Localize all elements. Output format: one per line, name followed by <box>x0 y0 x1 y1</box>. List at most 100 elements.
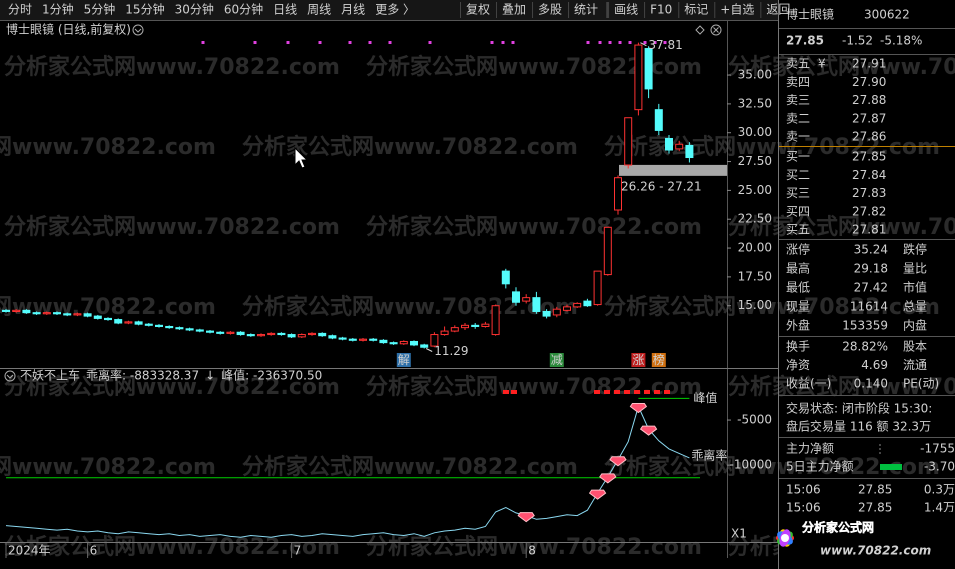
bid-label: 买四 <box>786 204 810 218</box>
toolbar-button[interactable]: 画线 <box>614 3 638 17</box>
signal-dot <box>253 41 257 44</box>
stat-label: 最高 <box>786 261 810 276</box>
candle-body <box>185 328 194 331</box>
stat-label: 总量 <box>903 300 927 314</box>
signal-dot <box>663 41 667 44</box>
close-icon[interactable] <box>710 24 722 36</box>
stat-label: 外盘 <box>786 318 810 333</box>
stat-label: 最低 <box>786 281 810 295</box>
chart-title: 博士眼镜 (日线,前复权) <box>6 22 131 37</box>
candle-body <box>134 321 143 325</box>
period-tab[interactable]: 日线 <box>273 3 297 17</box>
period-tab[interactable]: 15分钟 <box>125 2 164 17</box>
stat-label: 净资 <box>786 358 810 372</box>
signal-gem <box>609 456 627 467</box>
annotation-pointer <box>425 348 433 352</box>
bid-label: 买二 <box>786 168 810 182</box>
toolbar-button[interactable]: 叠加 <box>502 3 526 17</box>
signal-dash <box>624 390 630 394</box>
signal-dash <box>511 390 517 394</box>
signal-dot <box>348 41 352 44</box>
toolbar-button[interactable]: F10 <box>650 3 672 17</box>
watermark-text: 分析家公式网www.70822.com <box>366 374 702 400</box>
stat-value: 4.69 <box>861 358 888 372</box>
y-tick-label: 25.00 <box>738 183 772 197</box>
period-tab[interactable]: 周线 <box>307 3 331 17</box>
period-tab[interactable]: 更多 〉 <box>375 3 415 17</box>
toolbar-button[interactable]: 标记 <box>684 3 708 17</box>
flow-label: 5日主力净额 <box>786 460 854 474</box>
bid-price: 27.83 <box>852 186 886 200</box>
toolbar-button[interactable]: +自选 <box>720 3 754 17</box>
candle-body <box>155 324 163 327</box>
signal-gem <box>588 489 607 500</box>
signal-dot <box>201 41 205 44</box>
stat-label: 流通 <box>903 358 927 372</box>
bid-label: 买一 <box>786 150 810 164</box>
candle-body <box>42 312 51 315</box>
event-badge <box>651 353 666 367</box>
indicator-menu-icon[interactable] <box>4 370 16 382</box>
tick-volume: 0.3万 <box>924 483 955 497</box>
signal-dot <box>511 41 515 44</box>
ask-label: 卖四 <box>786 75 810 89</box>
candle-body <box>338 337 347 340</box>
stock-code: 300622 <box>864 8 910 22</box>
period-tab[interactable]: 5分钟 <box>84 2 116 17</box>
toolbar-button[interactable]: 多股 <box>538 3 562 17</box>
signal-dot <box>318 41 322 44</box>
candle-body <box>573 302 582 308</box>
candle-body <box>246 334 255 337</box>
event-label: 榜 <box>653 352 665 367</box>
candle-body <box>206 330 214 333</box>
stat-value: 28.82% <box>842 340 888 354</box>
period-tab[interactable]: 30分钟 <box>175 2 214 17</box>
toolbar-button[interactable]: 返回 <box>766 3 790 17</box>
candle-body <box>522 297 531 302</box>
candle-body <box>481 323 490 327</box>
title-menu-arrow <box>134 28 142 33</box>
candle-body <box>216 331 225 334</box>
period-tab[interactable]: 月线 <box>341 3 365 17</box>
ask-label: 卖五 <box>786 57 810 71</box>
signal-gem <box>517 512 535 523</box>
signal-dot <box>490 41 494 44</box>
logo-center <box>781 534 789 542</box>
title-menu-icon[interactable] <box>132 24 144 36</box>
period-tab[interactable]: 1分钟 <box>42 2 74 17</box>
draw-icon[interactable] <box>695 25 705 35</box>
candle-body <box>348 338 357 341</box>
period-tab[interactable]: 60分钟 <box>224 2 263 17</box>
price-change-pct: -5.18% <box>880 34 922 48</box>
candle-body <box>501 270 510 285</box>
candle-body <box>379 339 388 344</box>
last-price: 27.85 <box>786 34 824 48</box>
candle-body <box>124 321 133 324</box>
candle-body <box>175 327 184 330</box>
ask-price: 27.91 <box>852 57 886 71</box>
ask-icon: ¥ <box>818 57 826 71</box>
candle-body <box>195 329 204 332</box>
toolbar-button[interactable]: 统计 <box>574 3 598 17</box>
candle-body <box>104 317 112 321</box>
candle-body <box>461 324 469 329</box>
toolbar-button[interactable]: 复权 <box>466 3 490 17</box>
watermark-text: 分析家公式网www.70822.com <box>728 214 955 240</box>
candle-body <box>328 335 337 339</box>
peak-label: 峰值 <box>693 390 717 405</box>
period-tab[interactable]: 分时 <box>8 3 32 17</box>
candle-body <box>665 137 673 151</box>
y-tick-label: 17.50 <box>738 269 772 283</box>
signal-gem <box>639 425 658 436</box>
candle-body <box>236 331 245 336</box>
candle-body <box>491 305 500 336</box>
candle-body <box>420 344 429 348</box>
signal-dot <box>618 41 622 44</box>
price-band <box>619 164 727 176</box>
stat-label: 涨停 <box>786 242 810 257</box>
candle-body <box>287 334 296 338</box>
candle-body <box>318 332 327 337</box>
tick-time: 15:06 <box>786 501 821 515</box>
indicator-line <box>5 405 690 538</box>
